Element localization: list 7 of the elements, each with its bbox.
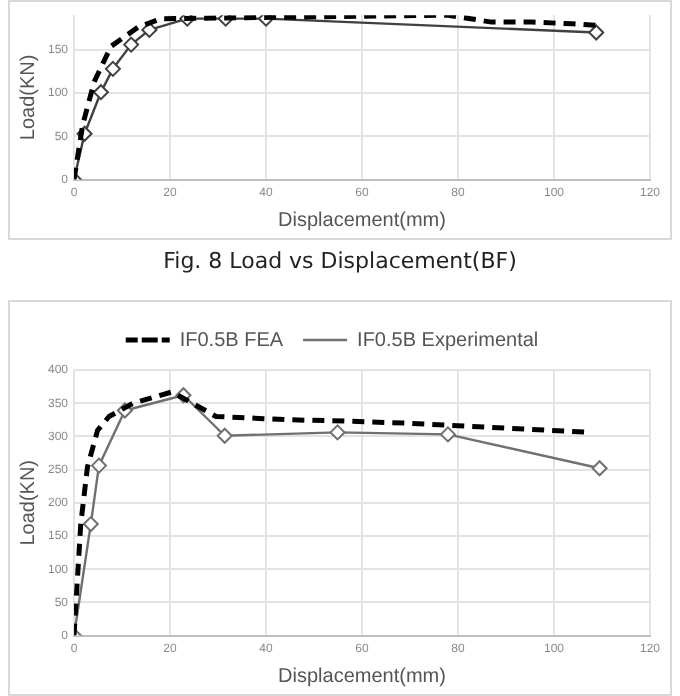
y-axis-title: Load(KN) xyxy=(17,54,40,141)
x-axis-title: Displacement(mm) xyxy=(278,209,446,232)
x-axis-title: Displacement(mm) xyxy=(278,665,446,688)
legend-label: IF0.5B FEA xyxy=(179,329,284,352)
y-axis-title: Load(KN) xyxy=(17,459,40,546)
legend-label: IF0.5B Experimental xyxy=(357,329,539,352)
caption: Fig. 8 Load vs Displacement(BF) xyxy=(161,248,519,274)
